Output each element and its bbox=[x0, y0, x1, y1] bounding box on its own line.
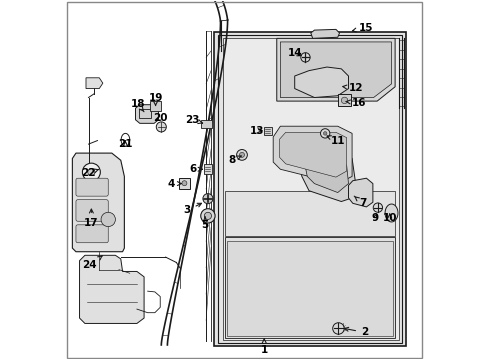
Circle shape bbox=[82, 163, 100, 181]
FancyBboxPatch shape bbox=[337, 94, 351, 107]
Text: 20: 20 bbox=[153, 113, 167, 123]
Polygon shape bbox=[86, 78, 102, 89]
Polygon shape bbox=[224, 237, 394, 338]
Circle shape bbox=[300, 53, 309, 62]
Text: 21: 21 bbox=[118, 139, 132, 149]
Text: 6: 6 bbox=[188, 164, 202, 174]
Polygon shape bbox=[217, 35, 402, 343]
Circle shape bbox=[320, 129, 329, 138]
Text: 11: 11 bbox=[326, 136, 344, 145]
Text: 8: 8 bbox=[228, 155, 241, 165]
Circle shape bbox=[156, 122, 166, 132]
Text: 1: 1 bbox=[260, 339, 267, 355]
Polygon shape bbox=[273, 126, 351, 184]
Text: 23: 23 bbox=[185, 115, 202, 125]
Polygon shape bbox=[298, 137, 355, 202]
Circle shape bbox=[236, 149, 247, 160]
Text: 19: 19 bbox=[148, 93, 163, 105]
Text: 5: 5 bbox=[201, 217, 208, 230]
Text: 13: 13 bbox=[249, 126, 264, 135]
Text: 22: 22 bbox=[81, 168, 99, 178]
Text: 17: 17 bbox=[84, 209, 99, 228]
FancyBboxPatch shape bbox=[263, 127, 271, 135]
Text: 18: 18 bbox=[130, 99, 144, 112]
FancyBboxPatch shape bbox=[179, 178, 190, 189]
Circle shape bbox=[204, 212, 211, 220]
Text: 4: 4 bbox=[167, 179, 181, 189]
FancyBboxPatch shape bbox=[149, 102, 161, 111]
Circle shape bbox=[239, 152, 244, 157]
Circle shape bbox=[323, 132, 326, 135]
Text: 15: 15 bbox=[352, 23, 373, 33]
Polygon shape bbox=[280, 42, 391, 98]
Circle shape bbox=[372, 203, 382, 212]
Polygon shape bbox=[224, 191, 394, 235]
Text: 10: 10 bbox=[382, 213, 396, 222]
Text: 7: 7 bbox=[353, 196, 366, 208]
FancyBboxPatch shape bbox=[203, 164, 211, 174]
Polygon shape bbox=[135, 105, 158, 123]
FancyBboxPatch shape bbox=[76, 200, 108, 221]
Text: 12: 12 bbox=[342, 83, 363, 93]
FancyBboxPatch shape bbox=[76, 225, 108, 243]
Polygon shape bbox=[348, 178, 372, 207]
Polygon shape bbox=[276, 39, 394, 101]
Circle shape bbox=[182, 181, 186, 186]
Polygon shape bbox=[294, 67, 348, 98]
Polygon shape bbox=[304, 146, 348, 193]
Circle shape bbox=[88, 168, 95, 176]
Text: 3: 3 bbox=[183, 203, 201, 216]
Polygon shape bbox=[385, 204, 397, 222]
Circle shape bbox=[201, 209, 215, 223]
Bar bbox=[214, 32, 405, 346]
Polygon shape bbox=[80, 255, 144, 323]
Circle shape bbox=[203, 194, 212, 204]
Circle shape bbox=[101, 212, 115, 226]
Text: 24: 24 bbox=[82, 256, 102, 270]
Circle shape bbox=[332, 323, 344, 334]
Circle shape bbox=[341, 97, 347, 104]
Text: 2: 2 bbox=[344, 327, 367, 337]
Text: 9: 9 bbox=[371, 213, 378, 222]
Polygon shape bbox=[72, 153, 124, 252]
Polygon shape bbox=[310, 30, 339, 39]
FancyBboxPatch shape bbox=[201, 120, 212, 128]
FancyBboxPatch shape bbox=[139, 109, 151, 118]
Polygon shape bbox=[226, 241, 392, 336]
Text: 16: 16 bbox=[346, 98, 366, 108]
Text: 14: 14 bbox=[287, 48, 302, 58]
Polygon shape bbox=[223, 39, 398, 339]
FancyBboxPatch shape bbox=[76, 178, 108, 196]
Polygon shape bbox=[279, 132, 346, 177]
